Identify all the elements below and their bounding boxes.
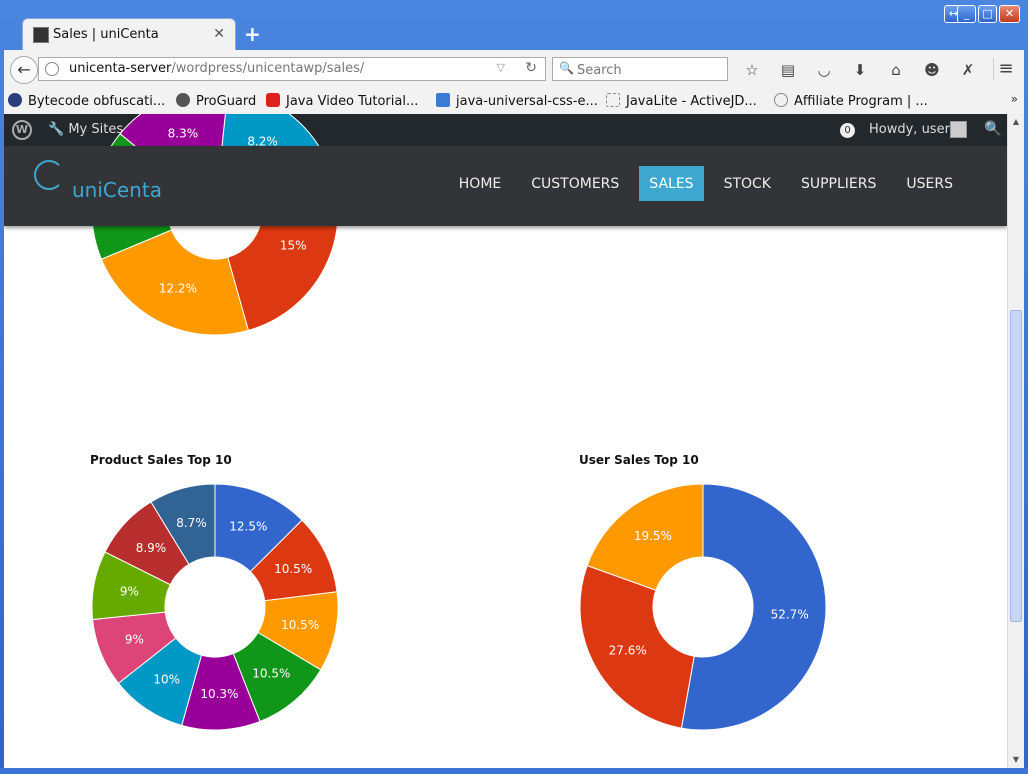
more-bookmarks-button[interactable]: »	[1010, 92, 1018, 106]
bookmark-item[interactable]: java-universal-css-e...	[436, 93, 598, 109]
product-sales-slice-label: 10.5%	[274, 562, 312, 576]
maximize-button[interactable]: □	[978, 5, 997, 23]
scroll-down-icon[interactable]: ▼	[1012, 755, 1020, 764]
pocket-icon[interactable]: ◡	[817, 61, 831, 79]
bookmarks-bar: Bytecode obfuscati... ProGuard Java Vide…	[4, 90, 1024, 115]
download-icon[interactable]: ⬇	[853, 61, 867, 79]
user-sales-slice-label: 19.5%	[634, 529, 672, 543]
scrollbar-thumb[interactable]	[1010, 310, 1022, 622]
bookmark-icon	[606, 93, 620, 107]
home-icon[interactable]: ⌂	[891, 61, 901, 79]
youtube-icon	[266, 93, 280, 107]
close-tab-icon[interactable]: ✕	[213, 26, 225, 42]
product-sales-slice-label: 10.5%	[252, 666, 290, 680]
top-donut-slice-label: 8.2%	[247, 135, 278, 149]
wordpress-icon[interactable]: W	[12, 120, 32, 140]
nav-stock[interactable]: STOCK	[723, 176, 771, 192]
url-text[interactable]: unicenta-server/wordpress/unicentawp/sal…	[69, 61, 365, 76]
main-nav: HOME CUSTOMERS SALES STOCK SUPPLIERS USE…	[439, 166, 963, 201]
user-sales-slice[interactable]	[680, 483, 827, 731]
product-sales-slice-label: 10.3%	[200, 687, 238, 701]
bookmark-item[interactable]: ProGuard	[176, 93, 256, 109]
product-sales-donut: 12.5% 10.5% 10.5% 10.5% 10.3% 10% 9% 9% 8.9% 8.7%	[91, 483, 339, 731]
nav-sales[interactable]: SALES	[639, 166, 704, 201]
avatar[interactable]	[950, 121, 967, 138]
hamburger-menu-icon[interactable]: ≡	[993, 58, 1018, 80]
nav-home[interactable]: HOME	[458, 176, 502, 192]
search-input[interactable]	[575, 60, 727, 80]
my-sites-link[interactable]: 🔧 My Sites	[48, 122, 124, 137]
search-icon[interactable]: 🔍	[984, 121, 1002, 137]
bookmark-item[interactable]: JavaLite - ActiveJD...	[606, 93, 757, 109]
user-sales-slice[interactable]	[586, 483, 704, 591]
search-icon: 🔍	[559, 61, 574, 75]
product-sales-slice[interactable]	[150, 483, 216, 565]
nav-users[interactable]: USERS	[906, 176, 953, 192]
site-header: uniCenta HOME CUSTOMERS SALES STOCK SUPP…	[4, 146, 1007, 226]
search-box[interactable]: 🔍	[552, 57, 728, 81]
product-sales-slice-label: 9%	[125, 633, 144, 647]
user-sales-slice[interactable]	[579, 564, 695, 729]
bookmark-icon	[176, 93, 190, 107]
product-sales-slice-label: 12.5%	[229, 520, 267, 534]
wordpress-icon	[774, 93, 788, 107]
history-dropdown-icon[interactable]: ▽	[496, 61, 505, 74]
top-donut-slice-label: 8.3%	[168, 126, 199, 140]
user-sales-title: User Sales Top 10	[579, 453, 699, 467]
chat-icon[interactable]: ☻	[924, 61, 940, 79]
browser-tab[interactable]: Sales | uniCenta ✕	[22, 18, 236, 50]
bookmark-icon	[436, 93, 450, 107]
top-donut-slice-label: 15%	[280, 238, 307, 252]
navigation-toolbar: ← unicenta-server/wordpress/unicentawp/s…	[4, 50, 1024, 91]
notification-count[interactable]: 0	[840, 123, 855, 138]
extension-icon[interactable]: ✗	[961, 61, 975, 79]
vertical-scrollbar[interactable]: ▲ ▼	[1007, 114, 1024, 768]
tab-title: Sales | uniCenta	[53, 27, 159, 42]
scroll-up-icon[interactable]: ▲	[1012, 117, 1020, 126]
bookmark-item[interactable]: Affiliate Program | ...	[774, 93, 928, 109]
wrench-icon: 🔧	[48, 122, 65, 137]
user-sales-donut: 52.7% 27.6% 19.5%	[579, 483, 827, 731]
globe-icon	[45, 62, 59, 76]
reading-list-icon[interactable]: ▤	[780, 61, 796, 79]
web-page: W 🔧 My Sites ◉ uniCenta 0 Howdy, user 🔍 …	[4, 114, 1007, 768]
minimize-button[interactable]: _	[957, 5, 976, 23]
bookmark-item[interactable]: Java Video Tutorial...	[266, 93, 418, 109]
bookmark-star-icon[interactable]: ☆	[745, 61, 759, 79]
bookmark-icon	[8, 93, 22, 107]
unicenta-favicon-icon	[33, 27, 49, 43]
address-bar[interactable]: unicenta-server/wordpress/unicentawp/sal…	[38, 57, 546, 81]
product-sales-slice-label: 8.9%	[136, 541, 167, 555]
howdy-user-link[interactable]: Howdy, user	[869, 122, 950, 137]
product-sales-slice-label: 9%	[120, 584, 139, 598]
logo-ring-icon	[34, 160, 64, 190]
reload-icon[interactable]: ↻	[525, 60, 537, 76]
back-button[interactable]: ←	[10, 56, 38, 84]
nav-customers[interactable]: CUSTOMERS	[531, 176, 620, 192]
new-tab-button[interactable]: +	[244, 22, 261, 46]
close-window-button[interactable]: ✕	[999, 5, 1020, 23]
product-sales-slice-label: 8.7%	[176, 516, 207, 530]
user-sales-slice-label: 52.7%	[771, 608, 809, 622]
product-sales-slice-label: 10.5%	[281, 618, 319, 632]
user-sales-slice-label: 27.6%	[609, 644, 647, 658]
tab-bar: Sales | uniCenta ✕ + ↔ _ □ ✕	[4, 0, 1024, 50]
top-donut-slice-label: 12.2%	[159, 281, 197, 295]
product-sales-slice-label: 10%	[153, 672, 180, 686]
bookmark-item[interactable]: Bytecode obfuscati...	[8, 93, 165, 109]
product-sales-title: Product Sales Top 10	[90, 453, 232, 467]
top-donut-slice[interactable]	[100, 229, 249, 336]
nav-suppliers[interactable]: SUPPLIERS	[800, 176, 877, 192]
